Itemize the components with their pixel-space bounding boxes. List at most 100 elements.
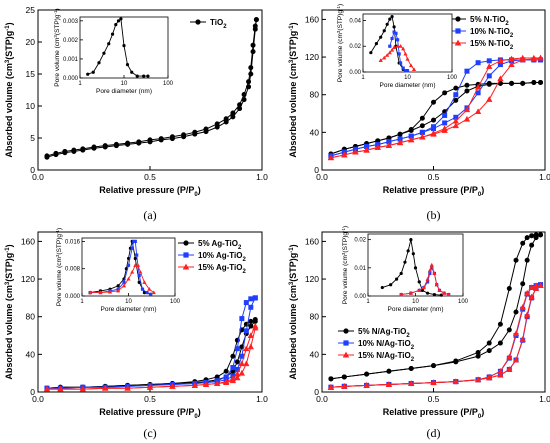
inset-y-tick-label: 0.003 <box>63 19 79 25</box>
desorption-point <box>520 240 526 246</box>
inset-point <box>116 19 121 23</box>
inset-y-tick-label: 0.002 <box>63 38 79 44</box>
inset-point <box>133 263 138 267</box>
inset-point <box>380 285 384 290</box>
inset-chart: 1 10 100 0.00 0.01 0.02 Pore diameter (nm) Pore… <box>341 226 469 313</box>
desorption-point <box>102 143 108 149</box>
desorption-point <box>202 381 210 387</box>
series-1 <box>44 17 259 160</box>
desorption-point <box>57 385 64 392</box>
adsorption-point <box>238 369 245 376</box>
inset-point <box>405 69 410 73</box>
inset-y-tick-label: 0.02 <box>349 44 361 50</box>
y-tick-label: 20 <box>26 37 36 47</box>
inset-y-tick-label: 0.001 <box>63 57 79 63</box>
inset-point <box>130 269 135 274</box>
legend-marker <box>183 240 189 246</box>
y-tick-label: 120 <box>305 274 319 284</box>
legend-entry: TiO2 <box>210 18 227 30</box>
inset-point <box>387 50 392 55</box>
desorption-point <box>248 318 254 324</box>
chart-panel-d: 0.0 0.5 1.0 0 40 80 120 160 Relative pressure (P… <box>288 226 550 440</box>
y-axis-label: Absorbed volume (cm3(STP)g-1) <box>4 244 14 379</box>
desorption-point <box>453 92 459 98</box>
desorption-point <box>241 91 247 97</box>
x-tick-label: 0.0 <box>32 394 44 404</box>
inset-series-3 <box>378 44 417 71</box>
inset-point <box>114 23 118 27</box>
desorption-point <box>327 384 335 390</box>
adsorption-point <box>532 285 540 291</box>
inset-point <box>399 61 403 65</box>
inset-point <box>107 289 113 294</box>
legend-entry: 5% N/Ag-TiO2 <box>358 327 410 339</box>
desorption-point <box>191 382 198 388</box>
inset-point <box>413 266 418 270</box>
desorption-point <box>71 147 77 153</box>
inset-point <box>369 51 373 55</box>
inset-point <box>426 291 430 295</box>
adsorption-point <box>453 97 459 103</box>
inset-point <box>130 246 134 250</box>
desorption-point <box>497 321 503 327</box>
inset-y-tick-label: 0.01 <box>354 266 366 272</box>
inset-point <box>374 42 378 46</box>
x-tick-label: 1.0 <box>256 172 268 182</box>
inset-point <box>395 44 400 48</box>
inset-point <box>126 263 131 267</box>
desorption-point <box>442 90 448 96</box>
adsorption-point <box>243 328 249 334</box>
inset-point <box>437 288 442 292</box>
inset-point <box>399 292 404 297</box>
inset-point <box>142 74 146 78</box>
x-axis-label: Relative pressure (P/P0) <box>383 185 484 198</box>
x-tick-label: 0.0 <box>316 172 328 182</box>
inset-point <box>408 291 413 295</box>
inset-y-tick-label: 0.000 <box>63 76 79 82</box>
desorption-point <box>442 112 448 118</box>
y-tick-label: 0 <box>314 387 319 397</box>
desorption-point <box>430 124 436 130</box>
desorption-point <box>239 316 245 322</box>
adsorption-point <box>248 323 254 329</box>
inset-point <box>390 36 394 41</box>
adsorption-point <box>486 348 492 354</box>
desorption-point <box>62 148 68 154</box>
desorption-point <box>230 353 236 359</box>
desorption-point <box>352 148 359 155</box>
desorption-point <box>513 257 519 263</box>
inset-point <box>116 288 121 293</box>
adsorption-point <box>247 343 254 350</box>
desorption-point <box>79 385 86 392</box>
legend-marker <box>343 340 349 346</box>
desorption-point <box>214 380 221 386</box>
inset-x-axis-label: Pore diameter (nm) <box>96 88 152 95</box>
legend-marker <box>455 16 461 22</box>
x-tick-label: 0.0 <box>32 172 44 182</box>
inset-x-tick-label: 10 <box>404 75 411 81</box>
desorption-point <box>419 133 426 140</box>
desorption-point <box>252 23 258 29</box>
inset-point <box>417 280 421 284</box>
desorption-point <box>248 65 254 71</box>
desorption-point <box>250 42 256 48</box>
inset-point <box>151 290 156 295</box>
desorption-point <box>408 136 415 143</box>
inset-point <box>446 292 451 297</box>
inset-x-tick-label: 100 <box>458 299 469 305</box>
desorption-point <box>252 317 258 323</box>
inset-point <box>138 269 143 274</box>
desorption-point <box>328 376 334 382</box>
desorption-point <box>538 232 544 238</box>
inset-x-tick-label: 1 <box>366 299 370 305</box>
inset-point <box>146 74 150 78</box>
adsorption-point <box>246 84 252 90</box>
adsorption-point <box>475 90 481 96</box>
inset-point <box>392 25 396 29</box>
legend-marker <box>183 252 189 258</box>
legend-entry: 15% Ag-TiO2 <box>198 263 246 275</box>
inset-point <box>137 280 141 284</box>
desorption-point <box>524 235 530 241</box>
